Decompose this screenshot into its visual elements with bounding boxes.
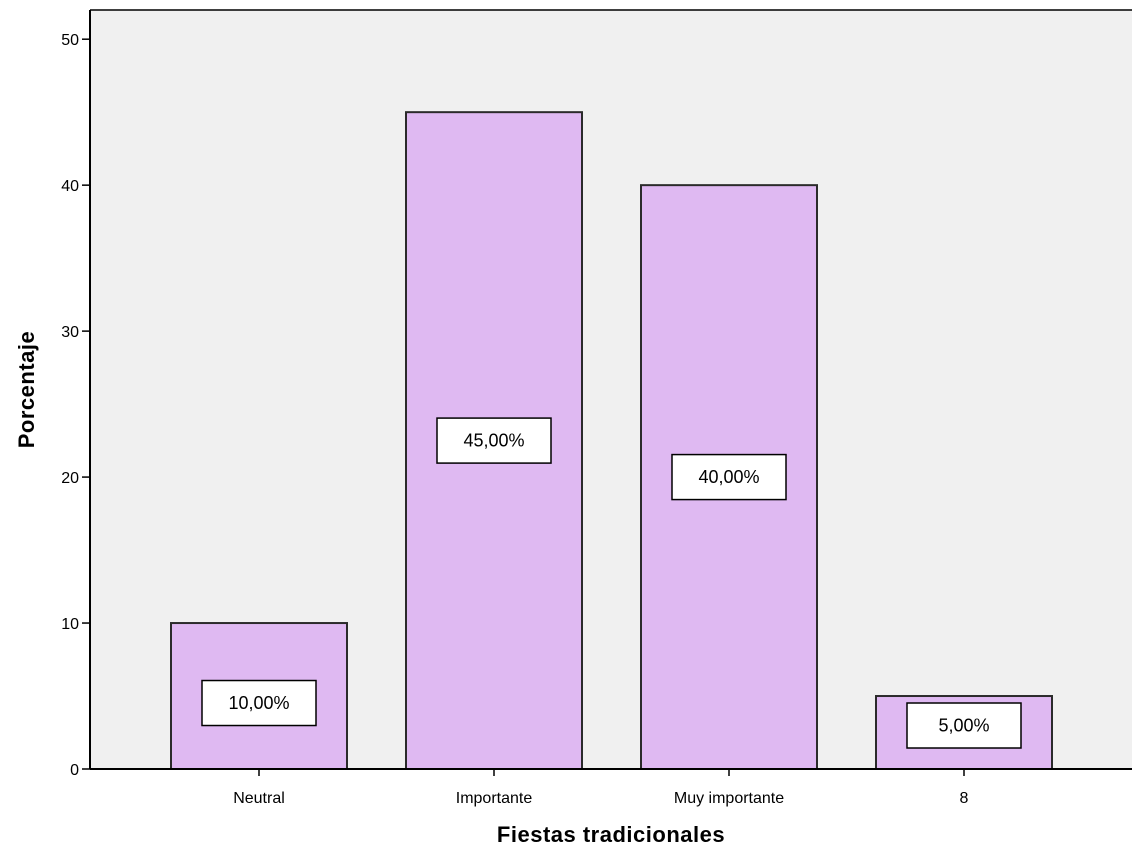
data-label-2: 40,00% <box>671 453 787 501</box>
y-axis-title: Porcentaje <box>14 331 39 449</box>
data-label-box-0 <box>201 679 317 727</box>
data-label-text-3: 5,00% <box>938 716 989 736</box>
y-tick-label-1: 10 <box>61 616 79 633</box>
y-tick-label-3: 30 <box>61 324 79 341</box>
y-axis: 0 10 20 30 40 50 <box>61 9 1132 779</box>
x-tick-label-3: 8 <box>960 790 969 807</box>
y-tick-label-2: 20 <box>61 470 79 487</box>
x-axis-title: Fiestas tradicionales <box>497 822 725 847</box>
y-tick-label-4: 40 <box>61 178 79 195</box>
data-label-box-1 <box>436 417 552 464</box>
y-tick-label-0: 0 <box>70 762 79 779</box>
data-label-3: 5,00% <box>906 702 1022 749</box>
x-axis: Neutral Importante Muy importante 8 <box>90 768 1132 807</box>
data-label-text-2: 40,00% <box>698 467 759 487</box>
data-label-0: 10,00% <box>201 679 317 727</box>
data-labels-group: 10,00% 45,00% 40,00% 5,00% <box>201 417 1022 749</box>
x-tick-label-0: Neutral <box>233 790 285 807</box>
x-tick-label-2: Muy importante <box>674 790 784 807</box>
data-label-text-1: 45,00% <box>463 431 524 451</box>
data-label-text-0: 10,00% <box>228 693 289 713</box>
data-label-1: 45,00% <box>436 417 552 464</box>
data-label-box-3 <box>906 702 1022 749</box>
y-tick-label-5: 50 <box>61 32 79 49</box>
x-tick-label-1: Importante <box>456 790 533 807</box>
data-label-box-2 <box>671 453 787 501</box>
